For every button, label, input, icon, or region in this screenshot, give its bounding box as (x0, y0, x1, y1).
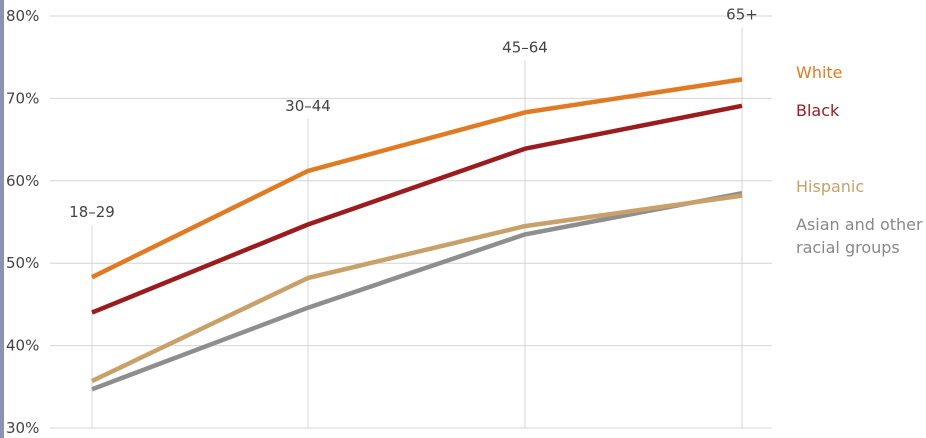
y-tick-label: 60% (6, 172, 39, 190)
y-axis-ticks: 30% 40% 50% 60% 70% 80% (6, 7, 39, 437)
legend-label-hispanic: Hispanic (796, 177, 864, 196)
legend-line: racial groups (796, 238, 900, 257)
series-line-black (91, 103, 743, 315)
y-tick-label: 80% (6, 7, 39, 25)
category-label: 30–44 (285, 97, 331, 115)
y-tick-label: 70% (6, 89, 39, 107)
series-line-white (91, 77, 743, 280)
legend-line: Asian and other (796, 215, 923, 234)
category-lines (91, 27, 743, 428)
category-labels: 18–29 30–44 45–64 65+ (69, 5, 758, 221)
series-line-asian (91, 190, 743, 392)
legend-line: Hispanic (796, 177, 864, 196)
legend: White Black Hispanic Asian and other racial … (796, 63, 923, 257)
legend-line: Black (796, 101, 840, 120)
category-label: 65+ (726, 5, 758, 23)
category-label: 18–29 (69, 203, 115, 221)
legend-line: White (796, 63, 843, 82)
y-tick-label: 50% (6, 254, 39, 272)
legend-label-white: White (796, 63, 843, 82)
series-lines (91, 77, 743, 392)
y-tick-label: 30% (6, 419, 39, 437)
legend-label-black: Black (796, 101, 840, 120)
series-line-hispanic (91, 193, 743, 384)
category-label: 45–64 (502, 38, 548, 56)
gridlines (50, 15, 772, 429)
left-accent-rule (0, 0, 4, 438)
legend-label-asian: Asian and other racial groups (796, 215, 923, 257)
y-tick-label: 40% (6, 337, 39, 355)
